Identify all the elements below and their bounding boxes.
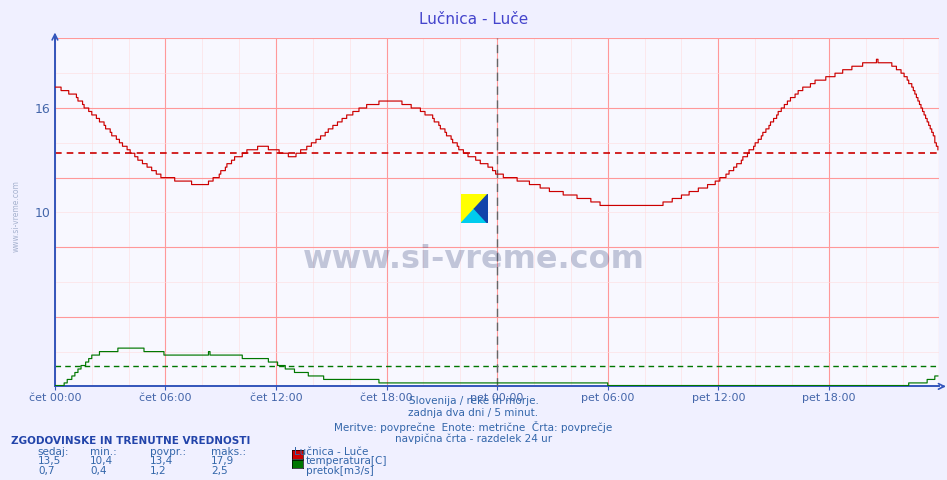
Text: povpr.:: povpr.: xyxy=(150,447,186,457)
Text: 2,5: 2,5 xyxy=(211,466,228,476)
Text: www.si-vreme.com: www.si-vreme.com xyxy=(11,180,21,252)
Text: 0,7: 0,7 xyxy=(38,466,54,476)
Polygon shape xyxy=(474,194,488,223)
Text: 1,2: 1,2 xyxy=(150,466,167,476)
Text: ZGODOVINSKE IN TRENUTNE VREDNOSTI: ZGODOVINSKE IN TRENUTNE VREDNOSTI xyxy=(11,436,251,446)
Text: www.si-vreme.com: www.si-vreme.com xyxy=(302,244,645,275)
Text: Slovenija / reke in morje.: Slovenija / reke in morje. xyxy=(408,396,539,406)
Text: 13,4: 13,4 xyxy=(150,456,173,466)
Text: Meritve: povprečne  Enote: metrične  Črta: povprečje: Meritve: povprečne Enote: metrične Črta:… xyxy=(334,421,613,433)
Text: 10,4: 10,4 xyxy=(90,456,113,466)
Text: Lučnica - Luče: Lučnica - Luče xyxy=(419,12,528,27)
Text: Lučnica - Luče: Lučnica - Luče xyxy=(294,447,368,457)
Text: pretok[m3/s]: pretok[m3/s] xyxy=(306,466,374,476)
Text: 0,4: 0,4 xyxy=(90,466,106,476)
Text: navpična črta - razdelek 24 ur: navpična črta - razdelek 24 ur xyxy=(395,433,552,444)
Text: maks.:: maks.: xyxy=(211,447,246,457)
Text: zadnja dva dni / 5 minut.: zadnja dva dni / 5 minut. xyxy=(408,408,539,419)
Text: 17,9: 17,9 xyxy=(211,456,235,466)
Text: min.:: min.: xyxy=(90,447,116,457)
Text: sedaj:: sedaj: xyxy=(38,447,69,457)
Text: 13,5: 13,5 xyxy=(38,456,62,466)
Polygon shape xyxy=(461,194,488,223)
Text: temperatura[C]: temperatura[C] xyxy=(306,456,387,466)
Polygon shape xyxy=(461,209,488,223)
